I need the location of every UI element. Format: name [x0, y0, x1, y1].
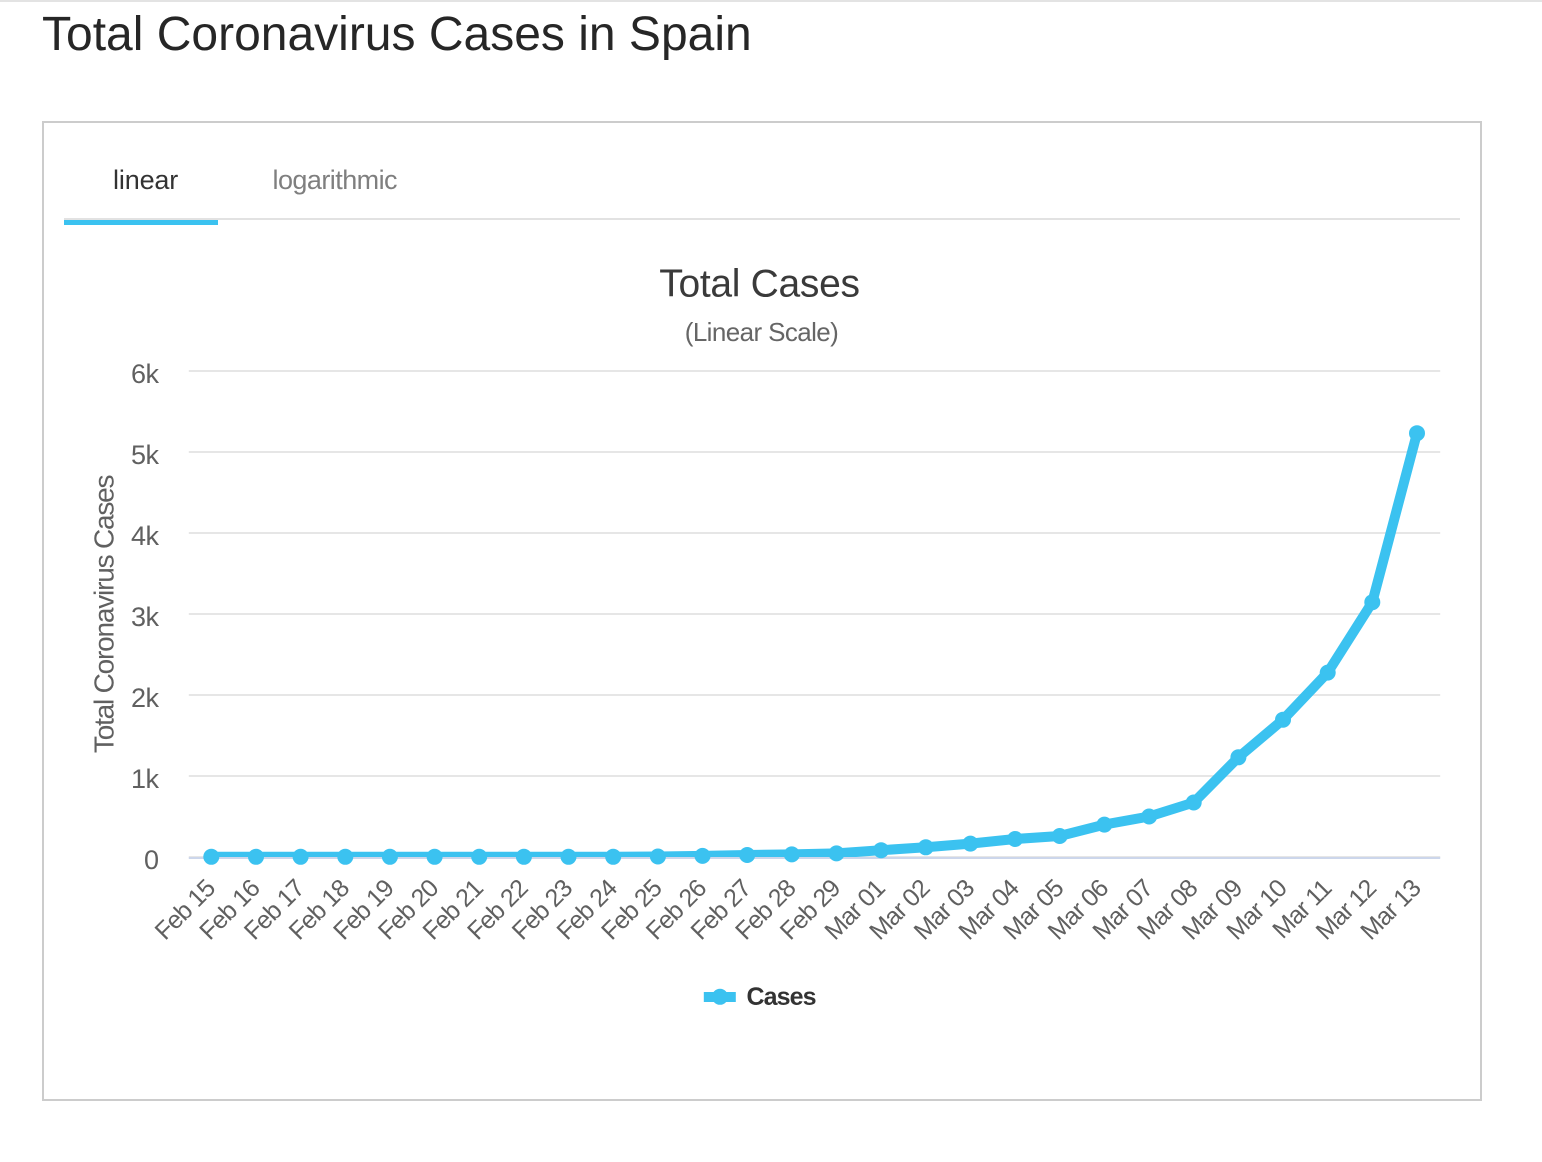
svg-text:4k: 4k [131, 521, 160, 551]
svg-text:3k: 3k [131, 602, 160, 632]
svg-text:6k: 6k [131, 359, 160, 389]
svg-text:2k: 2k [131, 683, 160, 713]
svg-text:(Linear Scale): (Linear Scale) [685, 317, 838, 347]
svg-text:Cases: Cases [747, 983, 816, 1011]
svg-text:1k: 1k [131, 764, 160, 794]
svg-text:5k: 5k [131, 440, 160, 470]
svg-text:Total Coronavirus Cases: Total Coronavirus Cases [88, 475, 119, 753]
svg-text:0: 0 [144, 845, 159, 875]
svg-text:Total Cases: Total Cases [659, 262, 859, 305]
